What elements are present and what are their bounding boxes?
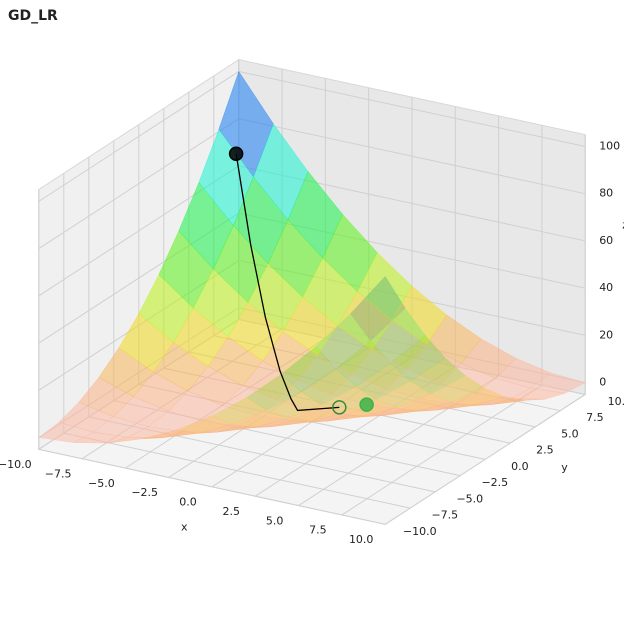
z-tick-label: 100 bbox=[599, 139, 620, 152]
x-tick-label: −2.5 bbox=[131, 486, 158, 499]
z-axis-label: z bbox=[622, 219, 624, 232]
y-tick-label: −2.5 bbox=[481, 476, 508, 489]
marker bbox=[228, 146, 244, 161]
y-tick-label: −5.0 bbox=[456, 492, 483, 505]
y-tick-label: 10.0 bbox=[608, 395, 624, 408]
z-tick-label: 20 bbox=[599, 328, 613, 341]
y-tick-label: 0.0 bbox=[511, 460, 529, 473]
y-tick-label: 5.0 bbox=[561, 427, 579, 440]
x-tick-label: 2.5 bbox=[223, 505, 241, 518]
chart-title: GD_LR bbox=[8, 8, 58, 24]
x-tick-label: 0.0 bbox=[179, 496, 197, 509]
z-tick-label: 40 bbox=[599, 281, 613, 294]
z-tick-label: 0 bbox=[599, 376, 606, 389]
x-tick-label: −10.0 bbox=[0, 458, 32, 471]
z-tick-label: 60 bbox=[599, 234, 613, 247]
z-tick-label: 80 bbox=[599, 187, 613, 200]
x-tick-label: −7.5 bbox=[45, 467, 72, 480]
y-tick-label: 7.5 bbox=[586, 411, 604, 424]
y-tick-label: −10.0 bbox=[403, 525, 437, 538]
x-axis-label: x bbox=[181, 520, 188, 533]
grid-line bbox=[38, 189, 386, 525]
x-tick-label: 5.0 bbox=[266, 514, 284, 527]
trajectory bbox=[235, 153, 340, 412]
y-axis-label: y bbox=[561, 461, 568, 474]
x-tick-label: 10.0 bbox=[349, 533, 374, 546]
x-tick-label: 7.5 bbox=[309, 524, 327, 537]
y-tick-label: −7.5 bbox=[431, 509, 458, 522]
surface-cell bbox=[357, 252, 413, 321]
marker bbox=[332, 400, 347, 415]
y-tick-label: 2.5 bbox=[536, 444, 554, 457]
marker bbox=[359, 397, 374, 412]
x-tick-label: −5.0 bbox=[88, 477, 115, 490]
